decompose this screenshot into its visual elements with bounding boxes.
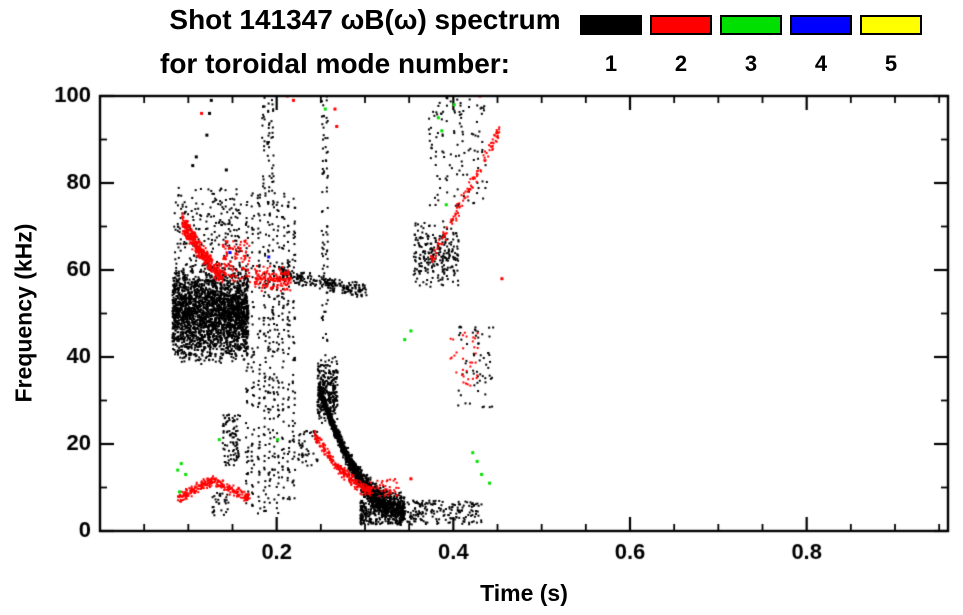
legend-swatch-1 (580, 15, 642, 35)
legend-entry-4: 4 (790, 15, 852, 77)
legend-entry-1: 1 (580, 15, 642, 77)
legend-label-5: 5 (884, 51, 898, 76)
legend-entry-3: 3 (720, 15, 782, 77)
legend-entry-2: 2 (650, 15, 712, 77)
x-axis-title: Time (s) (480, 580, 568, 606)
legend-swatch-3 (720, 15, 782, 35)
legend-label-4: 4 (814, 51, 828, 76)
chart-title: Shot 141347 ωB(ω) spectrum (169, 4, 561, 35)
legend-label-1: 1 (604, 51, 618, 76)
legend-swatch-5 (860, 15, 922, 35)
legend-label-3: 3 (744, 51, 758, 76)
legend: 1 2 3 4 5 (580, 15, 922, 77)
chart-subtitle: for toroidal mode number: (160, 48, 510, 79)
legend-label-2: 2 (674, 51, 688, 76)
y-axis-title: Frequency (kHz) (10, 223, 37, 403)
legend-swatch-4 (790, 15, 852, 35)
legend-entry-5: 5 (860, 15, 922, 77)
legend-swatch-2 (650, 15, 712, 35)
